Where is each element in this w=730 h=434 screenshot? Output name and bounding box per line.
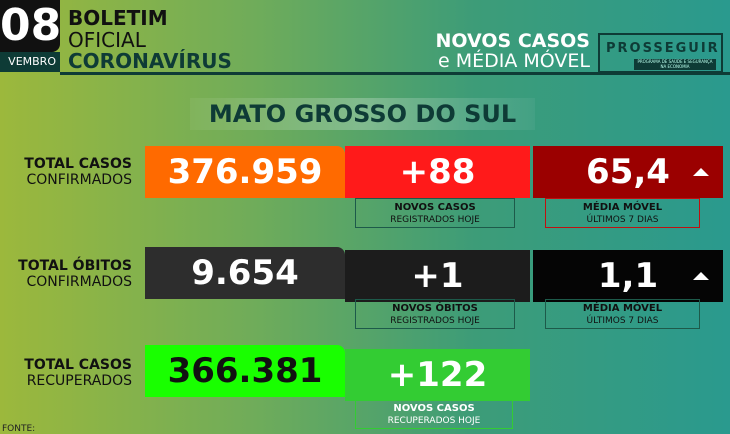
caption-title: MÉDIA MÓVEL	[582, 202, 663, 213]
recovered-new-caption: NOVOS CASOS RECUPERADOS HOJE	[355, 399, 513, 429]
deaths-avg-value: 1,1	[597, 256, 659, 296]
cases-avg: 65,4	[533, 146, 723, 198]
label-line1: TOTAL CASOS	[24, 357, 132, 373]
deaths-new: +1	[345, 250, 530, 302]
date-day: 08	[0, 0, 62, 52]
cases-new: +88	[345, 146, 530, 198]
label-line1: TOTAL ÓBITOS	[18, 258, 132, 274]
label-deaths: TOTAL ÓBITOS CONFIRMADOS	[0, 258, 132, 290]
page-title: MATO GROSSO DO SUL	[190, 98, 535, 130]
header-coronavirus: CORONAVÍRUS	[68, 49, 232, 73]
caption-title: NOVOS CASOS	[393, 403, 475, 414]
cases-new-caption: NOVOS CASOS REGISTRADOS HOJE	[355, 198, 515, 228]
deaths-avg: 1,1	[533, 250, 723, 302]
cases-total: 376.959	[145, 146, 345, 198]
header-oficial: OFICIAL	[68, 28, 146, 52]
caption-sub: RECUPERADOS HOJE	[387, 416, 481, 426]
caption-sub: REGISTRADOS HOJE	[390, 316, 480, 326]
header-media-movel: e MÉDIA MÓVEL	[438, 50, 590, 72]
caption-title: NOVOS ÓBITOS	[392, 303, 478, 314]
header-divider	[60, 72, 730, 75]
label-line2: RECUPERADOS	[26, 373, 132, 389]
label-line2: CONFIRMADOS	[26, 274, 132, 290]
date-month: VEMBRO	[0, 52, 60, 72]
source-label: FONTE:	[2, 424, 36, 434]
label-recovered: TOTAL CASOS RECUPERADOS	[0, 357, 132, 389]
deaths-total: 9.654	[145, 247, 345, 299]
caption-title: MÉDIA MÓVEL	[582, 303, 663, 314]
recovered-total: 366.381	[145, 345, 345, 397]
prosseguir-logo: PROSSEGUIR PROGRAMA DE SAÚDE E SEGURANÇA…	[598, 33, 723, 73]
logo-subtitle: PROGRAMA DE SAÚDE E SEGURANÇA NA ECONOMI…	[634, 59, 716, 70]
cases-avg-caption: MÉDIA MÓVEL ÚLTIMOS 7 DIAS	[545, 198, 700, 228]
logo-name: PROSSEGUIR	[606, 41, 720, 56]
deaths-avg-caption: MÉDIA MÓVEL ÚLTIMOS 7 DIAS	[545, 299, 700, 329]
caption-sub: ÚLTIMOS 7 DIAS	[586, 215, 659, 225]
arrow-up-icon	[693, 168, 709, 176]
recovered-new: +122	[345, 349, 530, 401]
label-line1: TOTAL CASOS	[24, 156, 132, 172]
caption-title: NOVOS CASOS	[394, 202, 476, 213]
label-line2: CONFIRMADOS	[26, 172, 132, 188]
label-cases: TOTAL CASOS CONFIRMADOS	[0, 156, 132, 188]
deaths-new-caption: NOVOS ÓBITOS REGISTRADOS HOJE	[355, 299, 515, 329]
header-novos-casos: NOVOS CASOS	[435, 30, 590, 52]
header-boletim: BOLETIM	[68, 6, 168, 30]
arrow-up-icon	[693, 272, 709, 280]
caption-sub: REGISTRADOS HOJE	[390, 215, 480, 225]
cases-avg-value: 65,4	[586, 152, 670, 192]
caption-sub: ÚLTIMOS 7 DIAS	[586, 316, 659, 326]
